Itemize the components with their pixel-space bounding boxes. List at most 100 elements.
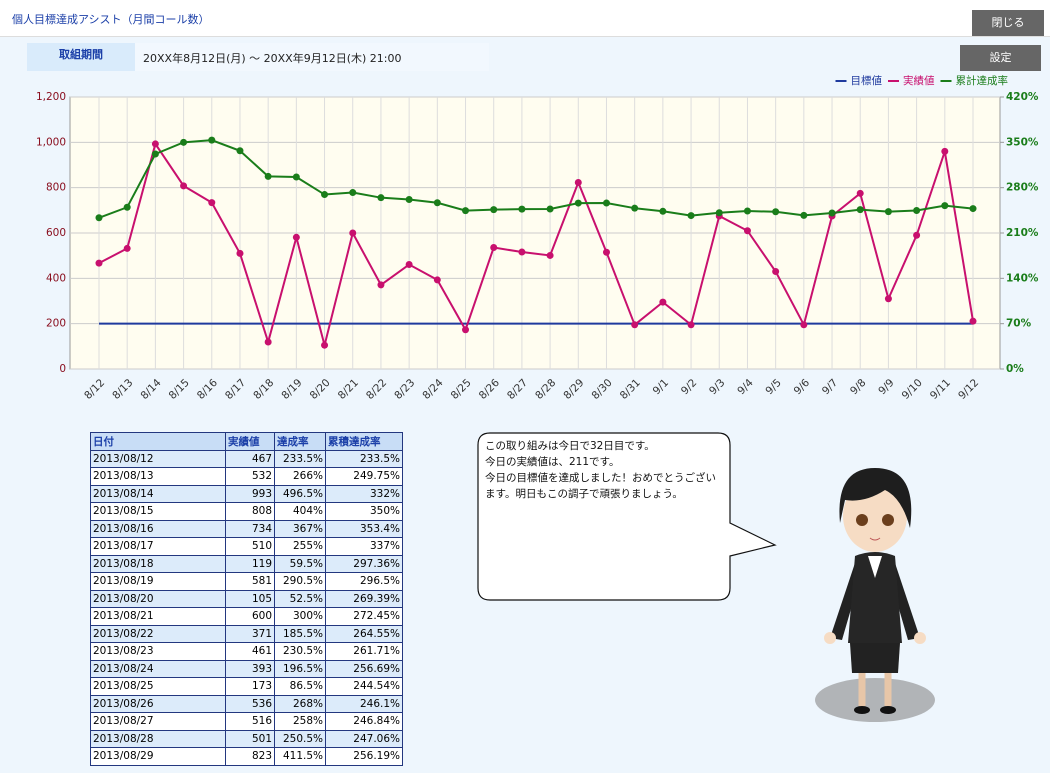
- table-cell: 2013/08/27: [91, 713, 226, 731]
- shadow: [815, 678, 935, 722]
- table-cell: 246.84%: [326, 713, 403, 731]
- table-cell: 266%: [275, 468, 326, 486]
- message-line: 今日の実績値は、211です。: [485, 454, 720, 470]
- point: [434, 276, 441, 283]
- x-tick-label: 8/20: [308, 377, 333, 402]
- point: [603, 249, 610, 256]
- point: [406, 196, 413, 203]
- table-cell: 808: [226, 503, 275, 521]
- point: [941, 202, 948, 209]
- point: [885, 295, 892, 302]
- table-cell: 59.5%: [275, 555, 326, 573]
- table-cell: 196.5%: [275, 660, 326, 678]
- table-cell: 734: [226, 520, 275, 538]
- x-tick-label: 9/2: [679, 377, 699, 397]
- table-cell: 290.5%: [275, 573, 326, 591]
- table-cell: 255%: [275, 538, 326, 556]
- point: [96, 260, 103, 267]
- table-row: 2013/08/19581290.5%296.5%: [91, 573, 403, 591]
- point: [321, 191, 328, 198]
- table-cell: 404%: [275, 503, 326, 521]
- x-tick-label: 8/27: [505, 377, 530, 402]
- point: [970, 205, 977, 212]
- point: [180, 182, 187, 189]
- x-tick-label: 8/26: [477, 377, 502, 402]
- table-row: 2013/08/1811959.5%297.36%: [91, 555, 403, 573]
- table-cell: 2013/08/18: [91, 555, 226, 573]
- table-cell: 2013/08/22: [91, 625, 226, 643]
- hand: [914, 632, 926, 644]
- point: [772, 268, 779, 275]
- table-cell: 249.75%: [326, 468, 403, 486]
- point: [913, 207, 920, 214]
- shoe: [880, 706, 896, 714]
- eye: [882, 514, 894, 526]
- table-cell: 467: [226, 450, 275, 468]
- table-cell: 86.5%: [275, 678, 326, 696]
- period-text: 20XX年8月12日(月) ～ 20XX年9月12日(木) 21:00: [143, 50, 401, 66]
- table-cell: 2013/08/13: [91, 468, 226, 486]
- table-cell: 823: [226, 748, 275, 766]
- table-row: 2013/08/27516258%246.84%: [91, 713, 403, 731]
- x-tick-label: 8/31: [618, 377, 643, 402]
- point: [293, 234, 300, 241]
- period-label: 取組期間: [27, 43, 135, 71]
- point: [800, 212, 807, 219]
- point: [349, 230, 356, 237]
- page-title: 個人目標達成アシスト（月間コール数）: [12, 11, 210, 27]
- table-cell: 2013/08/16: [91, 520, 226, 538]
- table-cell: 264.55%: [326, 625, 403, 643]
- legend-label: 目標値: [851, 74, 883, 87]
- x-tick-label: 9/3: [707, 377, 727, 397]
- table-cell: 246.1%: [326, 695, 403, 713]
- table-cell: 367%: [275, 520, 326, 538]
- point: [124, 245, 131, 252]
- table-cell: 501: [226, 730, 275, 748]
- table-cell: 461: [226, 643, 275, 661]
- table-cell: 269.39%: [326, 590, 403, 608]
- point: [716, 209, 723, 216]
- point: [180, 139, 187, 146]
- point: [659, 299, 666, 306]
- message-line: この取り組みは今日で32日目です。: [485, 438, 720, 454]
- point: [688, 212, 695, 219]
- x-tick-label: 9/5: [763, 377, 783, 397]
- close-button[interactable]: 閉じる: [972, 10, 1044, 36]
- y2-tick-label: 280%: [1006, 182, 1039, 194]
- table-cell: 261.71%: [326, 643, 403, 661]
- x-tick-label: 8/24: [420, 377, 445, 402]
- table-cell: 2013/08/21: [91, 608, 226, 626]
- hand: [824, 632, 836, 644]
- table-row: 2013/08/29823411.5%256.19%: [91, 748, 403, 766]
- table-cell: 296.5%: [326, 573, 403, 591]
- message: この取り組みは今日で32日目です。今日の実績値は、211です。今日の目標値を達成…: [485, 438, 720, 502]
- y-tick-label: 600: [46, 227, 66, 239]
- point: [688, 321, 695, 328]
- x-tick-label: 9/12: [956, 377, 981, 402]
- point: [772, 208, 779, 215]
- table-cell: 532: [226, 468, 275, 486]
- table-cell: 581: [226, 573, 275, 591]
- table-cell: 233.5%: [275, 450, 326, 468]
- table-cell: 2013/08/12: [91, 450, 226, 468]
- shoe: [854, 706, 870, 714]
- x-tick-label: 8/14: [138, 377, 163, 402]
- header-cell: 日付: [91, 433, 226, 451]
- table-cell: 2013/08/29: [91, 748, 226, 766]
- x-tick-label: 8/30: [590, 377, 615, 402]
- point: [349, 189, 356, 196]
- x-tick-label: 9/7: [820, 377, 840, 397]
- point: [124, 204, 131, 211]
- point: [857, 206, 864, 213]
- table-cell: 258%: [275, 713, 326, 731]
- point: [236, 147, 243, 154]
- x-tick-label: 8/17: [223, 377, 248, 402]
- settings-button[interactable]: 設定: [960, 45, 1041, 71]
- y2-tick-label: 70%: [1006, 318, 1032, 330]
